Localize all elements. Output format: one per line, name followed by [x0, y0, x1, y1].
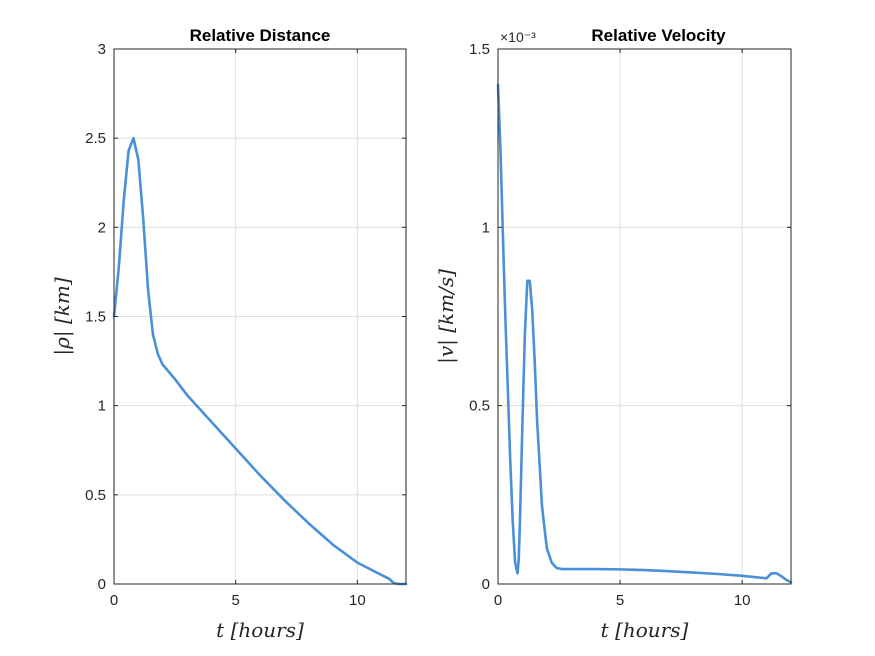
axes-box [497, 48, 792, 585]
y-axis-label: |ρ| [km] [50, 277, 75, 355]
y-axis-label: |v| [km/s] [434, 269, 459, 364]
x-axis-label: t [hours] [601, 618, 689, 642]
y-tick-label: 0.5 [469, 398, 490, 415]
y-tick-label: 1 [482, 219, 490, 236]
series-line [112, 136, 408, 586]
chart-title: Relative Distance [190, 26, 331, 45]
x-tick-label: 10 [349, 592, 366, 609]
relative-distance-plot: 0 5 10 0 0.5 1 1.5 2 2.5 3 Relative Distance t [hou… [50, 26, 408, 642]
x-tick-label: 0 [110, 592, 118, 609]
y-tick-label: 0.5 [85, 487, 106, 504]
x-tick-label: 5 [231, 592, 239, 609]
y-tick-label: 2 [98, 219, 106, 236]
x-axis-label: t [hours] [216, 618, 304, 642]
y-tick-label: 0 [98, 576, 106, 593]
y-exponent-label: ×10⁻³ [500, 29, 536, 45]
y-tick-label: 2.5 [85, 130, 106, 147]
series-line [496, 83, 793, 584]
x-tick-label: 10 [734, 592, 751, 609]
y-tick-label: 1.5 [469, 41, 490, 58]
x-tick-label: 0 [494, 592, 502, 609]
y-tick-label: 1 [98, 398, 106, 415]
x-tick-label: 5 [616, 592, 624, 609]
y-tick-label: 3 [98, 41, 106, 58]
relative-velocity-plot: 0 5 10 0 0.5 1 1.5 ×10⁻³ Relative Velocity t [hou… [434, 26, 793, 642]
y-tick-label: 1.5 [85, 309, 106, 326]
y-tick-label: 0 [482, 576, 490, 593]
chart-title: Relative Velocity [591, 26, 726, 45]
